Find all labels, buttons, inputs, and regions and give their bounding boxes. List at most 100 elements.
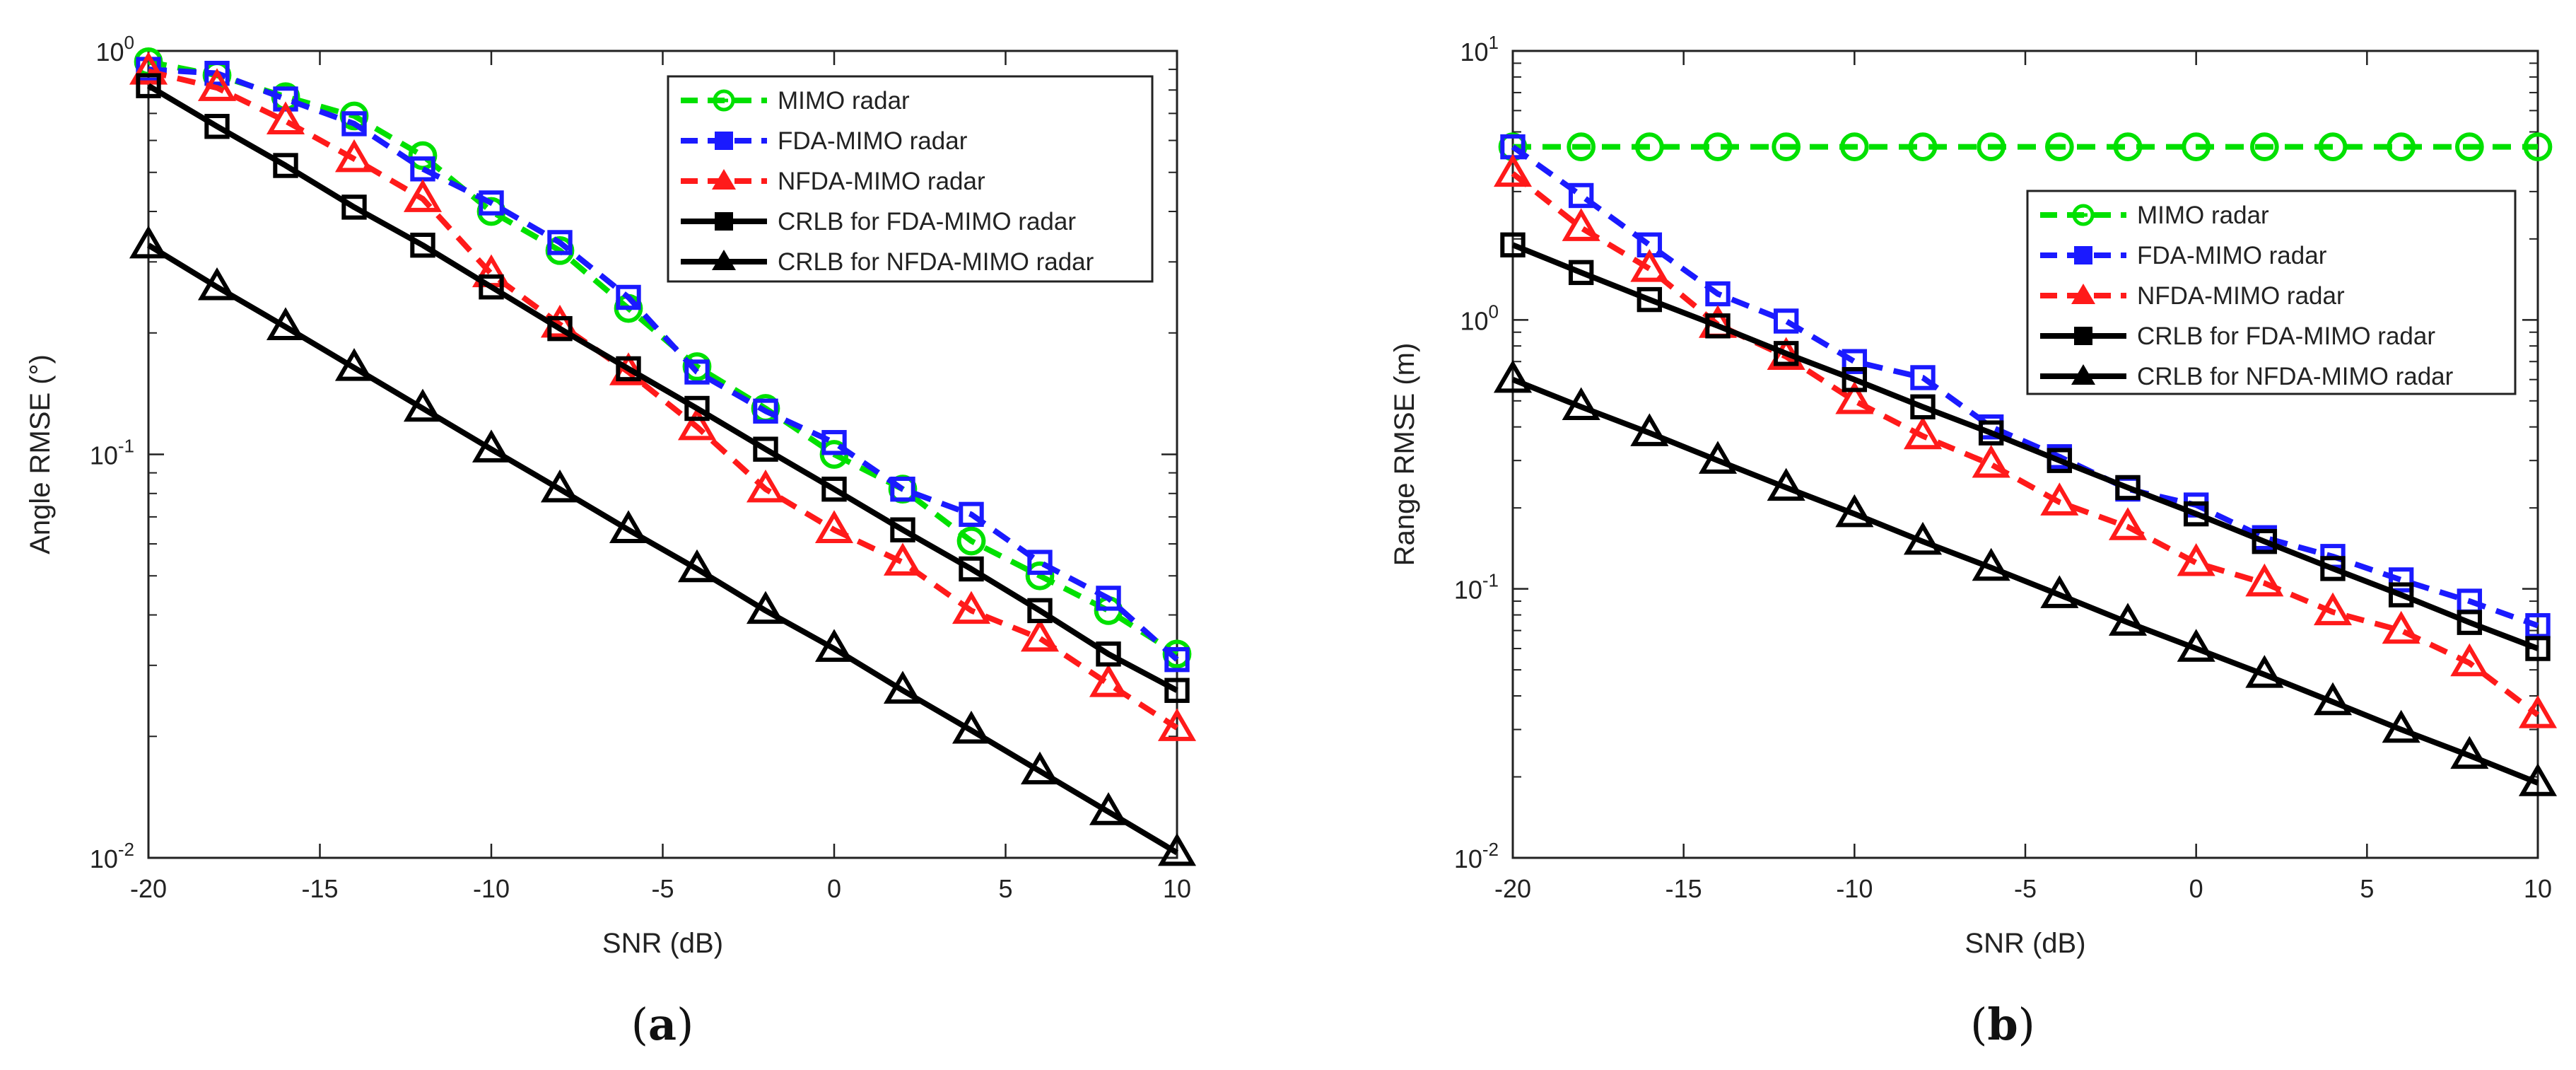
- x-tick-label: -15: [1665, 874, 1702, 903]
- data-point: [2450, 643, 2489, 677]
- data-point: [479, 274, 504, 300]
- data-point: [2523, 132, 2553, 161]
- data-point: [2245, 563, 2284, 597]
- data-point: [1562, 208, 1600, 241]
- legend-label: NFDA-MIMO radar: [2137, 282, 2345, 310]
- series-crlb-for-fda-mimo-radar: [136, 73, 1190, 703]
- series-line: [1511, 376, 2539, 786]
- legend-label: CRLB for NFDA-MIMO radar: [778, 248, 1094, 276]
- data-point: [1157, 832, 1197, 866]
- data-point: [2249, 132, 2279, 161]
- y-tick-label-exponent: -2: [1482, 839, 1499, 860]
- data-point: [746, 469, 785, 503]
- data-point: [821, 430, 847, 455]
- legend-marker: [2071, 284, 2095, 304]
- series-nfda-mimo-radar: [129, 52, 1197, 741]
- y-tick-label: 10-2: [1454, 839, 1499, 873]
- data-point: [2040, 575, 2079, 608]
- caption-paren: ): [677, 999, 693, 1050]
- series-line: [1511, 242, 2539, 651]
- data-point: [2183, 501, 2209, 527]
- x-tick-label: -10: [1836, 874, 1873, 903]
- data-point: [129, 225, 168, 259]
- data-point: [1634, 132, 1664, 161]
- data-point: [814, 629, 854, 662]
- legend: MIMO radar FDA-MIMO radar NFDA-MIMO radar C…: [2026, 190, 2517, 395]
- data-point: [1977, 132, 2006, 161]
- x-tick-label: -20: [130, 874, 167, 903]
- caption-paren: (: [631, 999, 648, 1050]
- data-point: [2388, 567, 2414, 593]
- data-point: [266, 101, 305, 134]
- data-point: [2108, 603, 2148, 636]
- data-point: [204, 114, 230, 139]
- data-point: [2115, 475, 2141, 501]
- caption-paren: ): [2018, 999, 2035, 1050]
- data-point: [403, 179, 443, 212]
- y-tick-label-base: 10: [1460, 37, 1488, 66]
- data-point: [2382, 610, 2420, 644]
- legend-marker: [712, 250, 736, 270]
- caption-letter: a: [648, 999, 677, 1050]
- data-point: [1978, 420, 2004, 446]
- data-point: [2450, 735, 2489, 769]
- y-tick-label: 10-2: [90, 839, 134, 873]
- data-point: [1493, 359, 1533, 393]
- series-crlb-for-fda-mimo-radar: [1500, 232, 2551, 661]
- data-point: [341, 111, 367, 136]
- data-point: [403, 388, 443, 422]
- data-point: [1493, 153, 1533, 187]
- data-point: [814, 510, 854, 543]
- data-point: [1027, 598, 1053, 624]
- data-point: [2177, 629, 2215, 662]
- data-point: [1027, 549, 1053, 575]
- data-point: [616, 284, 641, 310]
- legend-label: CRLB for FDA-MIMO radar: [2137, 322, 2435, 350]
- data-point: [959, 501, 984, 528]
- y-axis-title: Angle RMSE (°): [25, 354, 56, 554]
- x-tick-label: 5: [998, 874, 1012, 903]
- data-point: [883, 542, 923, 576]
- data-point: [1773, 341, 1799, 366]
- legend-label: CRLB for FDA-MIMO radar: [778, 208, 1076, 235]
- data-point: [1842, 367, 1868, 392]
- data-point: [1562, 387, 1600, 421]
- data-point: [1698, 441, 1738, 474]
- y-tick-label-exponent: 1: [1489, 32, 1499, 53]
- y-axis-title: Range RMSE (m): [1389, 343, 1420, 566]
- data-point: [1910, 365, 1936, 390]
- y-tick-label-base: 10: [90, 441, 118, 470]
- data-point: [753, 398, 778, 424]
- data-point: [1703, 132, 1733, 161]
- data-point: [890, 476, 915, 502]
- data-point: [1839, 132, 1869, 161]
- data-point: [1157, 708, 1197, 741]
- legend-label: MIMO radar: [778, 87, 910, 115]
- y-tick-label: 101: [1460, 32, 1499, 66]
- data-point: [684, 359, 710, 385]
- data-point: [2113, 132, 2143, 161]
- y-tick-label-exponent: 0: [124, 32, 134, 53]
- data-point: [1025, 561, 1055, 591]
- data-point: [1842, 349, 1868, 374]
- data-point: [1773, 308, 1799, 334]
- data-point: [821, 476, 847, 502]
- y-tick-label-base: 10: [1454, 576, 1482, 605]
- panel-caption: (b): [1970, 999, 2035, 1050]
- series-line: [148, 66, 1179, 662]
- data-point: [2525, 636, 2551, 661]
- data-point: [273, 153, 298, 178]
- legend-label: FDA-MIMO radar: [778, 127, 968, 155]
- data-point: [1020, 751, 1060, 785]
- series-fda-mimo-radar: [136, 57, 1190, 673]
- legend-label: FDA-MIMO radar: [2137, 242, 2327, 269]
- y-tick-label-base: 10: [1454, 844, 1482, 873]
- y-tick-label: 100: [1460, 301, 1499, 335]
- data-point: [1630, 249, 1669, 282]
- legend-marker: [2074, 327, 2092, 345]
- data-point: [956, 526, 986, 556]
- caption-paren: (: [1970, 999, 1987, 1050]
- data-point: [1164, 646, 1190, 673]
